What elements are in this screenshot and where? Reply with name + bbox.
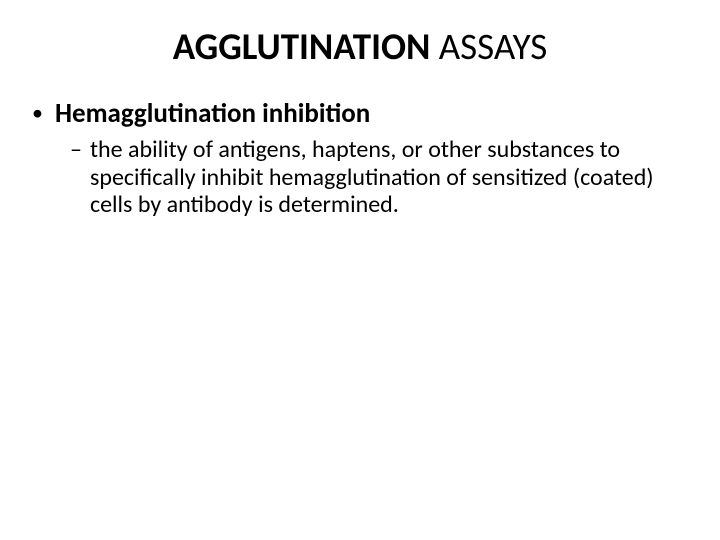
slide-title: AGGLUTINATION ASSAYS xyxy=(0,24,720,69)
bullet-level2: – the ability of antigens, haptens, or o… xyxy=(32,136,680,219)
slide-content: • Hemagglutination inhibition – the abil… xyxy=(0,97,720,219)
title-normal-part: ASSAYS xyxy=(430,24,547,69)
title-bold-part: AGGLUTINATION xyxy=(173,24,431,69)
bullet-level1: • Hemagglutination inhibition xyxy=(32,97,680,130)
bullet2-text: the ability of antigens, haptens, or oth… xyxy=(90,136,660,219)
bullet1-marker: • xyxy=(32,102,43,124)
slide-container: AGGLUTINATION ASSAYS • Hemagglutination … xyxy=(0,0,720,540)
bullet2-marker: – xyxy=(70,136,82,164)
bullet1-text: Hemagglutination inhibition xyxy=(55,97,370,130)
